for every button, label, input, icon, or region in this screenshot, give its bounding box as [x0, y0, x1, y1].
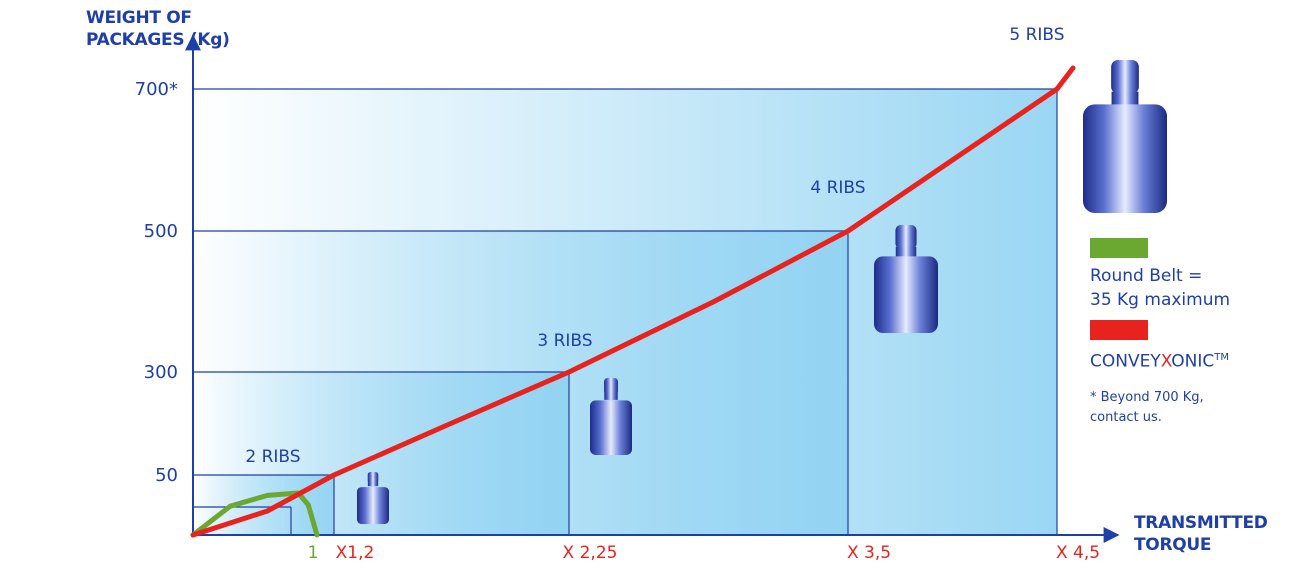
legend-swatch-round-belt: [1090, 238, 1148, 258]
x-axis-title-line1: TRANSMITTED: [1134, 513, 1268, 533]
y-tick-label: 500: [144, 221, 178, 242]
weight-body: [357, 487, 389, 524]
axes: [185, 34, 1120, 543]
y-axis-title-line1: WEIGHT OF: [86, 8, 192, 28]
guide-lines: [193, 88, 1058, 535]
x-tick-label: X1,2: [336, 543, 375, 563]
weight-icon: [1083, 60, 1167, 213]
round-belt-tick-label: 1: [308, 543, 319, 563]
weight-body: [874, 256, 938, 333]
y-tick-label: 700*: [135, 79, 178, 100]
series-lines: [190, 65, 1076, 538]
legend: Round Belt = 35 Kg maximum CONVEYXONICTM…: [1090, 238, 1230, 428]
brand-x: X: [1160, 351, 1172, 372]
weight-neck: [604, 392, 618, 400]
y-axis-title: WEIGHT OF PACKAGES (Kg): [86, 7, 230, 51]
weight-neck: [367, 481, 379, 487]
weight-icon: [874, 225, 938, 333]
weight-body: [1083, 104, 1167, 213]
weight-knob: [604, 378, 618, 395]
weight-neck: [895, 246, 917, 257]
x-tick-label: X 2,25: [563, 543, 618, 563]
weight-knob: [367, 472, 379, 484]
trademark-mark: TM: [1214, 352, 1230, 363]
legend-label-round-belt-line2: 35 Kg maximum: [1090, 290, 1231, 310]
note-line1: * Beyond 700 Kg,: [1090, 389, 1204, 405]
weight-knob: [1111, 60, 1139, 94]
rib-label: 5 RIBS: [1009, 25, 1064, 45]
weight-icon: [590, 378, 632, 455]
note-line2: contact us.: [1090, 409, 1162, 425]
brand-prefix: CONVEY: [1090, 351, 1161, 372]
rib-label: 3 RIBS: [537, 331, 592, 351]
x-tick-label: X 3,5: [847, 543, 891, 563]
legend-swatch-conveyxonic: [1090, 320, 1148, 340]
brand-suffix: ONIC: [1171, 351, 1215, 372]
x-axis-title-line2: TORQUE: [1134, 535, 1212, 555]
weight-knob: [895, 225, 917, 249]
y-tick-label: 300: [144, 362, 178, 383]
series-line-round-belt: [190, 490, 320, 538]
weight-icon: [357, 472, 389, 524]
series-line-conveyxonic: [190, 65, 1076, 538]
weight-icons: [357, 60, 1167, 524]
x-axis-title: TRANSMITTED TORQUE: [1134, 512, 1268, 556]
legend-label-conveyxonic: CONVEYXONICTM: [1090, 346, 1230, 374]
weight-body: [590, 400, 632, 455]
rib-label: 2 RIBS: [245, 447, 300, 467]
weight-neck: [1111, 91, 1139, 106]
tick-labels: 50 300 500 700* X1,2 X 2,25 X 3,5 X 4,5 1 2 RIBS 3…: [135, 25, 1100, 563]
y-tick-label: 50: [155, 465, 178, 486]
legend-label-round-belt-line1: Round Belt =: [1090, 266, 1203, 286]
y-axis-title-line2: PACKAGES (Kg): [86, 30, 230, 50]
x-tick-label: X 4,5: [1056, 543, 1100, 563]
rib-label: 4 RIBS: [810, 178, 865, 198]
